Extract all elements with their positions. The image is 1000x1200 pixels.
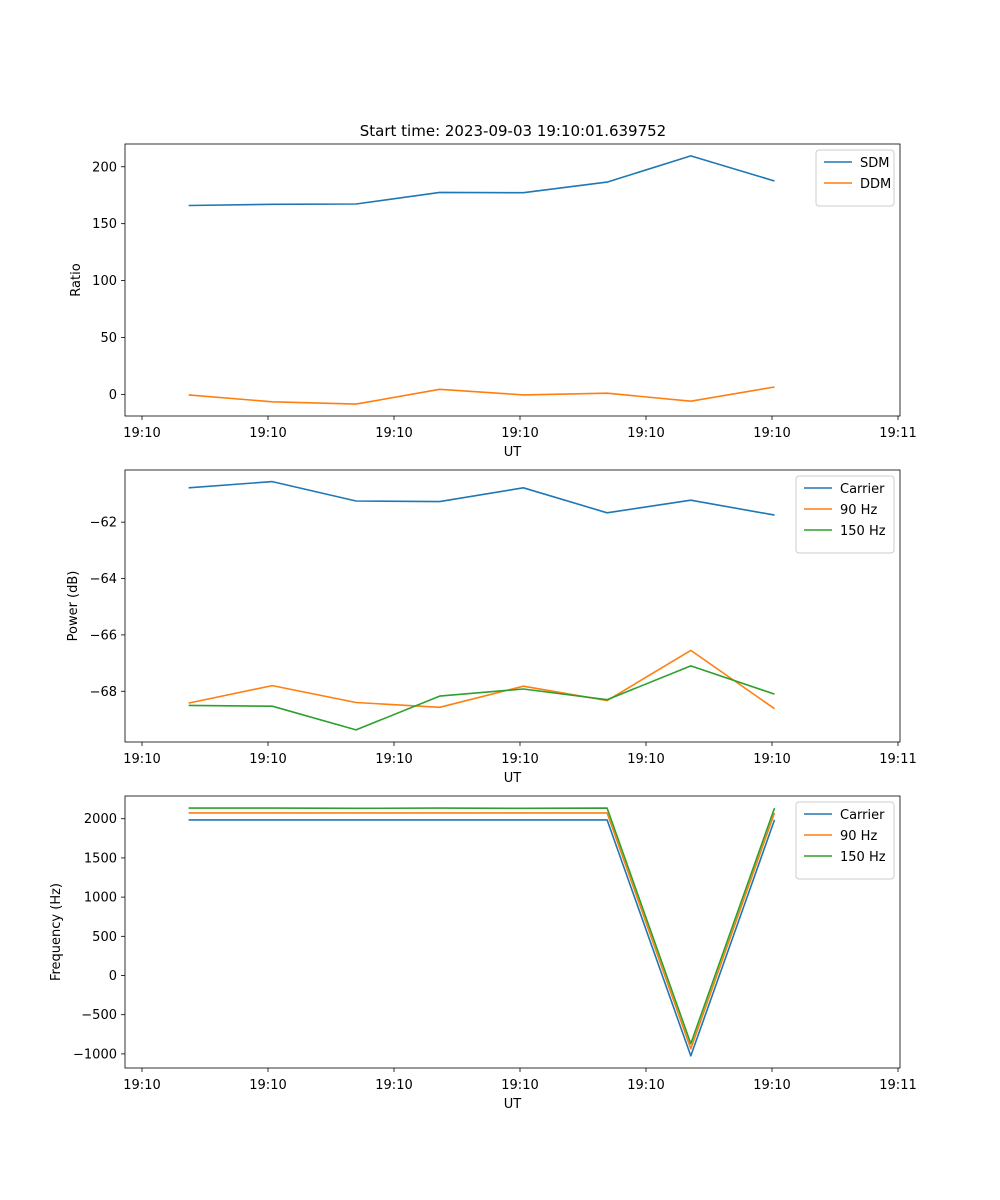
legend-entry: DDM [860, 177, 891, 192]
series-line-90-hz [188, 649, 775, 710]
x-axis-label: UT [504, 1097, 522, 1112]
y-tick-label: 1000 [84, 891, 117, 906]
y-tick-label: −68 [90, 685, 117, 700]
y-tick-label: 150 [92, 217, 117, 232]
plot-frame [124, 143, 901, 417]
x-tick-label: 19:10 [627, 426, 664, 441]
y-tick-label: 0 [109, 388, 117, 403]
x-tick-label: 19:10 [753, 426, 790, 441]
x-tick-label: 19:11 [879, 1078, 916, 1093]
legend-box [795, 475, 895, 554]
legend-entry: 150 Hz [840, 850, 886, 865]
x-tick-label: 19:10 [123, 1078, 160, 1093]
x-tick-label: 19:10 [123, 752, 160, 767]
x-tick-label: 19:10 [123, 426, 160, 441]
y-tick-label: 200 [92, 160, 117, 175]
series-line-150-hz [188, 665, 775, 731]
legend-box [795, 801, 895, 880]
y-tick-label: −64 [90, 572, 117, 587]
y-tick-label: 0 [109, 969, 117, 984]
y-tick-label: 50 [100, 331, 117, 346]
y-axis-label: Ratio [69, 263, 84, 296]
legend-entry: 90 Hz [840, 829, 877, 844]
x-tick-label: 19:10 [753, 1078, 790, 1093]
y-tick-label: 1500 [84, 851, 117, 866]
x-axis-label: UT [504, 771, 522, 786]
series-line-carrier [188, 819, 776, 1057]
x-tick-label: 19:10 [249, 752, 286, 767]
legend: Carrier 90 Hz 150 Hz [795, 475, 895, 554]
y-tick-label: −1000 [73, 1047, 117, 1062]
legend: SDM DDM [815, 149, 895, 207]
x-tick-label: 19:10 [375, 752, 412, 767]
chart-ratio: 19:10 19:10 19:10 19:10 19:10 19:10 19:11 UT 0 50… [69, 143, 917, 460]
y-tick-label: −62 [90, 516, 117, 531]
legend-entry: 150 Hz [840, 524, 886, 539]
series-line-carrier [188, 480, 775, 516]
plot-frame [124, 795, 901, 1069]
y-tick-label: 2000 [84, 812, 117, 827]
figure-title: Start time: 2023-09-03 19:10:01.639752 [360, 122, 666, 140]
x-tick-label: 19:10 [375, 1078, 412, 1093]
y-axis-label: Frequency (Hz) [49, 883, 64, 981]
x-tick-label: 19:11 [879, 426, 916, 441]
series-line-ddm [188, 386, 775, 405]
legend: Carrier 90 Hz 150 Hz [795, 801, 895, 880]
legend-entry: Carrier [840, 808, 885, 823]
series-line-150-hz [188, 807, 776, 1045]
y-tick-label: 500 [92, 930, 117, 945]
y-tick-label: −66 [90, 628, 117, 643]
legend-entry: 90 Hz [840, 503, 877, 518]
x-axis-label: UT [504, 445, 522, 460]
x-tick-label: 19:10 [627, 752, 664, 767]
y-tick-label: 100 [92, 274, 117, 289]
x-tick-label: 19:10 [501, 752, 538, 767]
y-axis-label: Power (dB) [66, 571, 81, 642]
chart-frequency: 19:10 19:10 19:10 19:10 19:10 19:10 19:11 UT −10… [49, 795, 917, 1112]
legend-entry: SDM [860, 156, 889, 171]
series-line-90-hz [188, 812, 776, 1050]
x-tick-label: 19:10 [753, 752, 790, 767]
plot-frame [124, 469, 901, 743]
x-tick-label: 19:10 [501, 1078, 538, 1093]
legend-entry: Carrier [840, 482, 885, 497]
x-tick-label: 19:10 [501, 426, 538, 441]
x-tick-label: 19:10 [627, 1078, 664, 1093]
x-tick-label: 19:10 [249, 1078, 286, 1093]
y-tick-label: −500 [81, 1008, 117, 1023]
legend-box [815, 149, 895, 207]
series-line-sdm [188, 155, 775, 207]
x-tick-label: 19:11 [879, 752, 916, 767]
chart-power: 19:10 19:10 19:10 19:10 19:10 19:10 19:11 UT −68… [66, 469, 917, 786]
x-tick-label: 19:10 [375, 426, 412, 441]
x-tick-label: 19:10 [249, 426, 286, 441]
